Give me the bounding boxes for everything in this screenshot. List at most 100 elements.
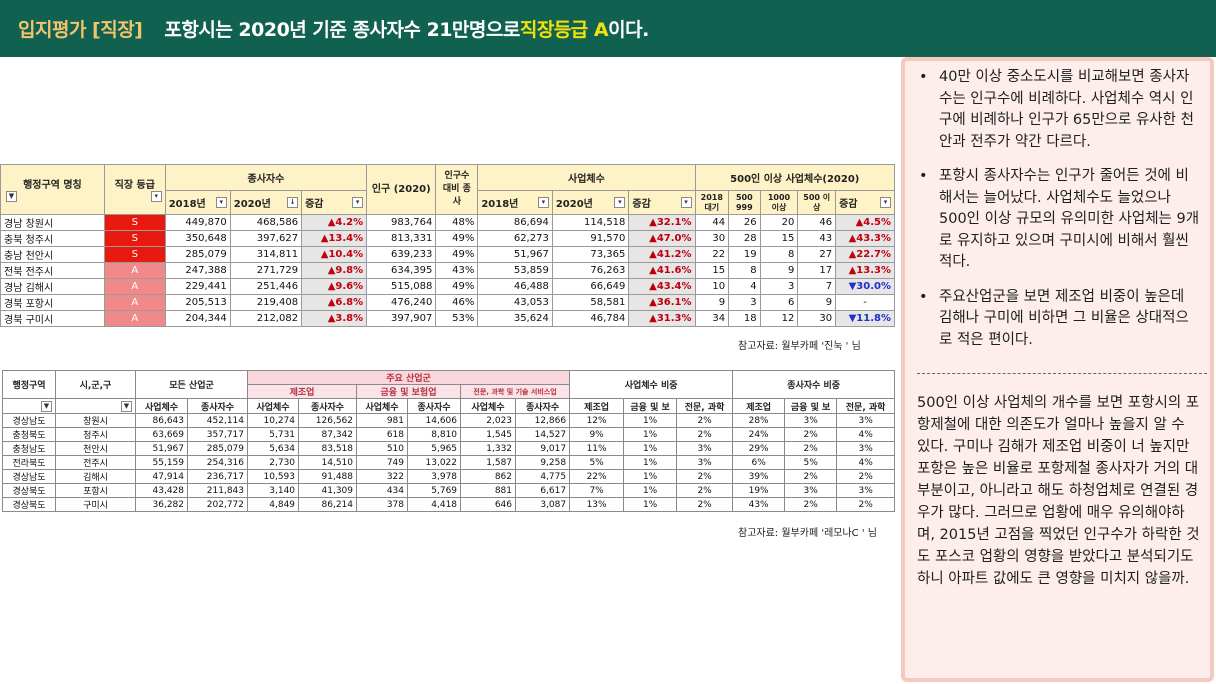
filter-dropdown-icon[interactable]: ▾ (880, 197, 891, 208)
table-row: 충남 천안시 S 285,079 314,811 ▲10.4% 639,233 49% 51,… (0, 246, 895, 263)
filter-dropdown-icon[interactable]: ▾ (614, 197, 626, 208)
cell: 2% (784, 497, 838, 512)
cell: 202,772 (186, 497, 249, 512)
cell-c4: 43 (797, 230, 837, 247)
cell: 4,775 (515, 469, 571, 484)
cell: 7% (569, 483, 625, 498)
cell: 55,159 (135, 455, 188, 470)
cell-wchg: ▲9.8% (301, 262, 368, 279)
cell: 4,418 (407, 497, 462, 512)
cell: 13,022 (407, 455, 462, 470)
cell: 4% (836, 427, 896, 442)
cell: 1% (623, 413, 678, 428)
cell-chg: ▼30.0% (835, 278, 895, 295)
cell: 2% (784, 441, 838, 456)
filter-dropdown-icon[interactable]: ▾ (537, 197, 549, 208)
cell-c1: 9 (694, 294, 730, 311)
col-grade-label: 직장 등급 (114, 180, 155, 192)
sort-desc-icon[interactable]: ↓ (287, 197, 299, 208)
cell: 경상남도 (2, 469, 56, 484)
table-row: 경북 구미시 A 204,344 212,082 ▲3.8% 397,907 53% 35,6… (0, 310, 895, 327)
cell: 24% (732, 427, 786, 442)
cell: 510 (356, 441, 409, 456)
col-b2018: 2018년 ▾ (477, 190, 553, 215)
t2-col-wr-fin: 금융 및 보 (784, 398, 838, 414)
cell-pop: 397,907 (366, 310, 437, 327)
cell-c1: 44 (694, 214, 730, 231)
cell: 285,079 (186, 441, 249, 456)
col-bchg: 증감 ▾ (628, 190, 696, 215)
cell-c4: 9 (797, 294, 837, 311)
title-tag: 입지평가 [직장] (18, 19, 143, 41)
cell: 3,087 (515, 497, 571, 512)
filter-dropdown-icon[interactable]: ▾ (150, 191, 162, 203)
filter-active-icon[interactable]: ▼ (6, 191, 17, 203)
filter-dropdown-icon[interactable]: ▾ (215, 197, 227, 208)
workers-table: 행정구역 명칭 ▼ 직장 등급 ▾ 종사자수 인구 (2020) 인구수 대비 … (0, 164, 896, 327)
cell-name: 경북 포항시 (0, 294, 105, 311)
cell-bchg: ▲31.3% (628, 310, 696, 327)
cell-bchg: ▲47.0% (628, 230, 696, 247)
cell-w2020: 212,082 (229, 310, 303, 327)
col-bchg-label: 증감 (632, 199, 651, 210)
col-workers: 종사자수 (164, 164, 368, 191)
commentary-item: • 포항시 종사자수는 인구가 줄어든 것에 비해서는 늘어났다. 사업체수도 늘… (915, 166, 1200, 274)
filter-active-icon[interactable]: ▼ (121, 400, 132, 412)
cell: 충청북도 (2, 427, 56, 442)
cell: 91,488 (298, 469, 358, 484)
cell: 981 (356, 413, 409, 428)
cell-c2: 8 (728, 262, 761, 279)
table-row: 경상북도 포항시 43,428 211,843 3,140 41,309 434 5,769 8… (2, 483, 896, 498)
filter-dropdown-icon[interactable]: ▾ (352, 197, 364, 208)
cell: 3,140 (247, 483, 300, 498)
t2-col-worker-ratio: 종사자수 비중 (732, 370, 896, 399)
cell: 126,562 (298, 413, 358, 428)
col-ratio-label: 인구수 대비 종사 (442, 171, 471, 207)
col-b2020-label: 2020년 (555, 199, 593, 210)
commentary-text: 포항시 종사자수는 인구가 줄어든 것에 비해서는 늘어났다. 사업체수도 늘었… (939, 168, 1200, 270)
cell-b2020: 91,570 (551, 230, 630, 247)
industry-table: 행정구역 시,군,구 모든 산업군 주요 산업군 사업체수 비중 종사자수 비중… (2, 370, 896, 512)
cell: 2% (676, 469, 734, 484)
cell-b2020: 46,784 (551, 310, 630, 327)
cell: 357,717 (186, 427, 249, 442)
cell: 862 (460, 469, 517, 484)
cell-bchg: ▲36.1% (628, 294, 696, 311)
cell: 452,114 (186, 413, 249, 428)
cell: 5% (569, 455, 625, 470)
cell: 창원시 (55, 413, 136, 428)
cell: 10,593 (247, 469, 300, 484)
cell-pop: 476,240 (366, 294, 437, 311)
cell-w2018: 247,388 (164, 262, 231, 279)
cell: 6,617 (515, 483, 571, 498)
cell: 254,316 (186, 455, 249, 470)
cell-w2018: 285,079 (164, 246, 231, 263)
col-w2020: 2020년 ↓ (229, 190, 303, 215)
cell: 2% (836, 497, 896, 512)
cell: 3% (836, 413, 896, 428)
cell-c4: 17 (797, 262, 837, 279)
cell: 29% (732, 441, 786, 456)
cell: 86,214 (298, 497, 358, 512)
col-big: 500인 이상 사업체수(2020) (694, 164, 896, 191)
table-row: 충청북도 청주시 63,669 357,717 5,731 87,342 618 8,810 1… (2, 427, 896, 442)
cell: 11% (569, 441, 625, 456)
table-row: 경상남도 김해시 47,914 236,717 10,593 91,488 322 3,978… (2, 469, 896, 484)
cell: 43% (732, 497, 786, 512)
cell-name: 전북 전주시 (0, 262, 105, 279)
cell-chg: ▼11.8% (835, 310, 895, 327)
cell-grade: A (103, 278, 166, 295)
cell: 5,769 (407, 483, 462, 498)
filter-dropdown-icon[interactable]: ▾ (680, 197, 692, 208)
table-row: 경북 포항시 A 205,513 219,408 ▲6.8% 476,240 46% 43,0… (0, 294, 895, 311)
t2-col-manu-wk: 종사자수 (298, 398, 358, 414)
cell: 63,669 (135, 427, 188, 442)
cell: 3,978 (407, 469, 462, 484)
table-row: 경남 창원시 S 449,870 468,586 ▲4.2% 983,764 48% 86,6… (0, 214, 895, 231)
cell: 236,717 (186, 469, 249, 484)
t2-col-br-manu: 제조업 (569, 398, 625, 414)
cell-c3: 15 (759, 230, 799, 247)
cell: 1% (623, 427, 678, 442)
filter-active-icon[interactable]: ▼ (41, 400, 52, 412)
cell-chg: ▲4.5% (835, 214, 895, 231)
